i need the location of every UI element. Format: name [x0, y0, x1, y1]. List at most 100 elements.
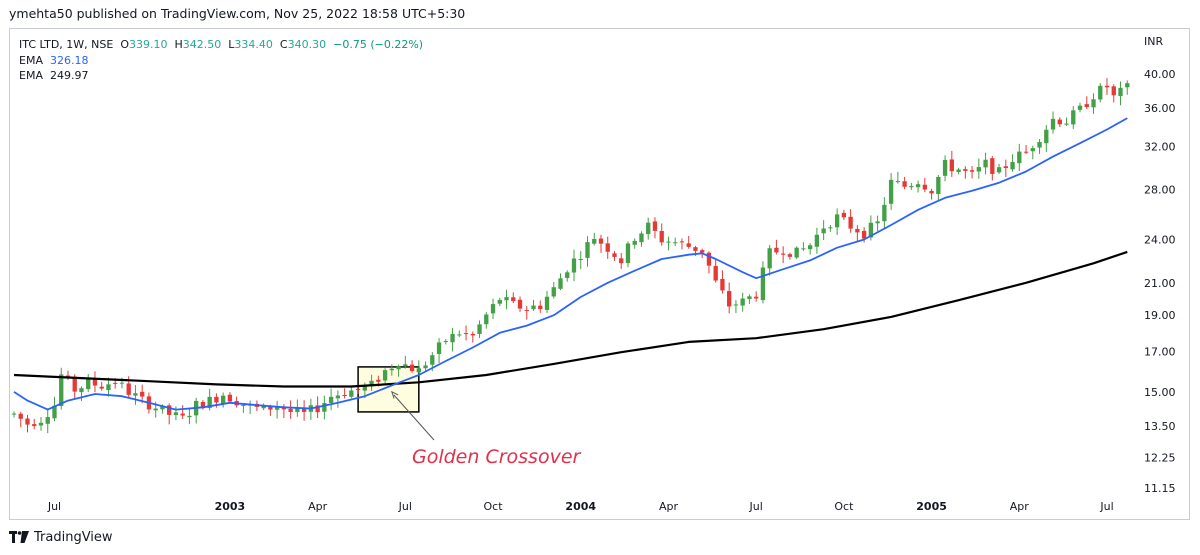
- candle-body: [11, 413, 17, 415]
- candle: [740, 292, 745, 312]
- candle: [598, 234, 604, 253]
- candle: [551, 281, 556, 299]
- candle: [1118, 81, 1123, 106]
- candle-body: [173, 412, 179, 416]
- candle-body: [922, 184, 928, 190]
- candle: [1003, 159, 1008, 177]
- candle-body: [700, 250, 705, 253]
- candle-body: [929, 190, 934, 194]
- candle-body: [470, 333, 475, 336]
- candle-body: [969, 170, 975, 172]
- price-axis: 40.00 36.00 32.00 28.00 24.00 21.00 19.00 17.00…: [1144, 68, 1176, 495]
- candle-body: [909, 186, 914, 188]
- candle: [99, 381, 104, 391]
- time-tick-label: Jul: [398, 500, 412, 513]
- candle: [814, 227, 820, 254]
- candle-body: [355, 388, 361, 390]
- candle-body: [504, 297, 509, 301]
- candle: [848, 209, 853, 233]
- price-tick-label: 15.00: [1144, 386, 1176, 399]
- candle: [646, 217, 651, 240]
- candle-body: [571, 258, 577, 273]
- candle: [673, 237, 678, 247]
- candle-body: [72, 376, 77, 392]
- candle-body: [760, 267, 766, 301]
- candle: [38, 417, 44, 431]
- candle: [220, 392, 226, 408]
- candle-body: [673, 242, 678, 244]
- candle-body: [342, 395, 347, 397]
- candle: [619, 253, 624, 269]
- candle: [416, 360, 421, 374]
- candle-body: [990, 158, 995, 174]
- candle-body: [646, 222, 651, 235]
- ema-fast-layer: [13, 117, 1128, 411]
- candle: [241, 403, 246, 413]
- legend-ema-slow-row[interactable]: EMA 249.97: [19, 68, 423, 84]
- candle-body: [855, 228, 860, 233]
- candle: [369, 374, 374, 391]
- candle: [436, 338, 442, 364]
- price-tick-label: 13.50: [1144, 420, 1176, 433]
- candle-body: [720, 279, 725, 291]
- candle: [349, 386, 354, 399]
- candle: [11, 411, 17, 418]
- time-tick-label: 2004: [565, 500, 596, 513]
- candle: [187, 408, 192, 425]
- legend-ema-fast-row[interactable]: EMA 326.18: [19, 53, 423, 69]
- candle: [18, 411, 23, 428]
- candle: [463, 325, 469, 341]
- candles-layer: [11, 78, 1130, 434]
- candle-body: [1071, 110, 1076, 125]
- candle: [902, 176, 907, 190]
- candle-body: [133, 393, 138, 396]
- candle: [140, 384, 145, 404]
- candle: [92, 371, 98, 393]
- candle: [666, 236, 671, 251]
- candle-body: [268, 406, 273, 410]
- candle-body: [153, 408, 158, 411]
- candle-body: [18, 413, 23, 419]
- candle: [409, 360, 415, 373]
- candle: [727, 282, 732, 314]
- candle: [1111, 84, 1116, 103]
- candle: [787, 252, 793, 260]
- candle-body: [814, 234, 820, 247]
- candle: [25, 414, 30, 433]
- candle: [538, 300, 543, 313]
- candle-body: [315, 405, 320, 413]
- candle: [1125, 80, 1130, 95]
- candle-body: [436, 342, 442, 354]
- candle: [942, 155, 948, 182]
- candle-body: [565, 272, 570, 278]
- legend-low-value: 334.40: [234, 38, 273, 51]
- candle: [443, 339, 448, 345]
- candle-body: [389, 368, 394, 371]
- tradingview-footer[interactable]: TradingView: [9, 527, 113, 547]
- candle: [457, 330, 462, 338]
- candle-body: [328, 396, 334, 403]
- candle-body: [187, 415, 192, 418]
- candle: [497, 297, 502, 307]
- candle: [423, 361, 428, 372]
- candle: [1064, 117, 1069, 126]
- candle-body: [747, 296, 752, 300]
- legend-ema-slow-label: EMA: [19, 69, 43, 82]
- candle-body: [99, 386, 104, 389]
- candle-body: [882, 204, 887, 222]
- candle: [976, 158, 981, 179]
- candle-body: [241, 404, 246, 406]
- candle-body: [767, 248, 772, 269]
- candle-body: [214, 396, 219, 403]
- candle-body: [65, 375, 71, 377]
- time-tick-label: Jul: [749, 500, 763, 513]
- candle: [888, 173, 894, 210]
- candle-body: [1037, 141, 1042, 148]
- candle: [639, 231, 644, 247]
- candle-body: [693, 247, 698, 251]
- candle: [949, 150, 954, 177]
- candle-body: [1111, 86, 1116, 96]
- price-tick-label: 21.00: [1144, 277, 1176, 290]
- candle-body: [409, 364, 415, 372]
